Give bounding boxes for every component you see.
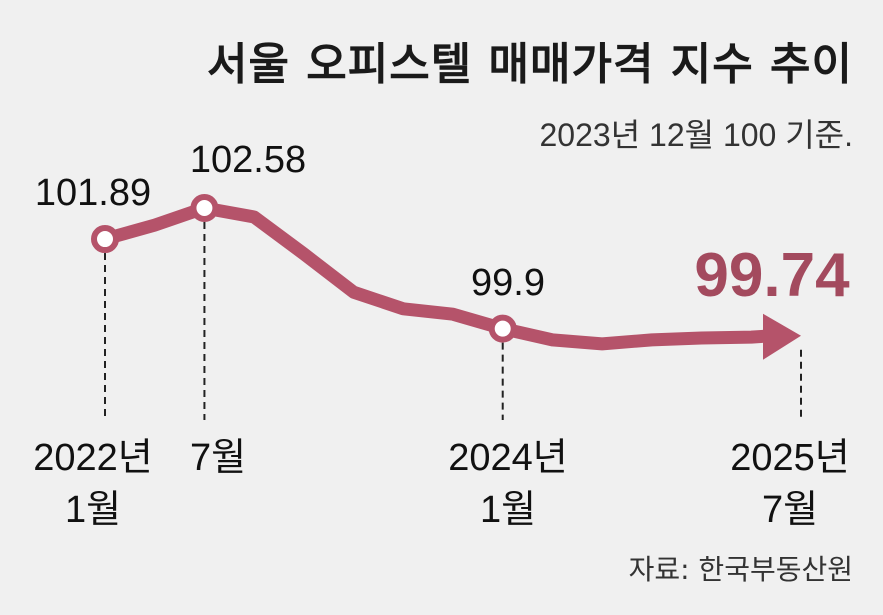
x-tick-label: 7월 (190, 437, 246, 479)
x-tick-label: 2022년 (33, 437, 153, 479)
chart-subtitle: 2023년 12월 100 기준. (539, 117, 854, 153)
arrow-head (763, 313, 801, 360)
source-note: 자료: 한국부동산원 (628, 553, 853, 586)
x-tick-label: 1월 (480, 489, 536, 531)
x-tick-label: 1월 (65, 489, 121, 531)
data-label: 99.9 (471, 262, 545, 304)
data-point-marker (91, 225, 119, 254)
x-tick-label: 2024년 (448, 437, 568, 479)
series-line (103, 201, 772, 351)
data-label: 101.89 (35, 172, 151, 214)
x-tick-label: 2025년 (730, 437, 850, 479)
data-point-marker (190, 194, 219, 222)
data-label: 99.74 (694, 241, 850, 310)
data-label: 102.58 (190, 139, 306, 181)
x-tick-label: 7월 (762, 489, 818, 531)
data-point-marker (488, 314, 517, 343)
chart-title: 서울 오피스텔 매매가격 지수 추이 (207, 39, 853, 90)
